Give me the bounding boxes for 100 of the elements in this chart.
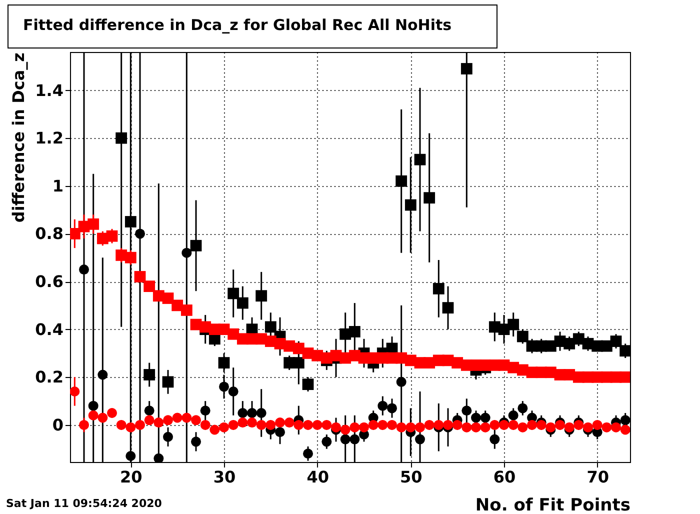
point bbox=[620, 345, 630, 357]
point bbox=[424, 192, 436, 204]
point bbox=[154, 418, 164, 428]
point bbox=[602, 422, 612, 432]
y-tick-label: 0.6 bbox=[35, 272, 64, 292]
point bbox=[98, 370, 108, 380]
point bbox=[144, 369, 156, 380]
point bbox=[302, 378, 314, 390]
point bbox=[480, 422, 490, 432]
point bbox=[219, 422, 229, 432]
point bbox=[516, 330, 528, 342]
point bbox=[508, 318, 520, 330]
point bbox=[134, 271, 146, 282]
point bbox=[340, 424, 350, 435]
point bbox=[264, 321, 276, 333]
x-tick-label: 30 bbox=[213, 468, 236, 486]
x-tick-label: 20 bbox=[120, 468, 142, 486]
point bbox=[144, 280, 156, 292]
point bbox=[359, 422, 369, 432]
point bbox=[415, 422, 425, 432]
point bbox=[443, 420, 453, 430]
point bbox=[404, 199, 416, 211]
point bbox=[210, 424, 220, 435]
point bbox=[266, 420, 276, 430]
point bbox=[480, 412, 490, 423]
point bbox=[218, 324, 230, 336]
point bbox=[228, 386, 238, 396]
point bbox=[238, 408, 248, 418]
x-tick-label: 50 bbox=[400, 468, 422, 486]
point bbox=[564, 422, 574, 432]
point bbox=[508, 410, 518, 420]
point bbox=[471, 412, 481, 423]
point bbox=[378, 420, 388, 430]
point bbox=[331, 422, 341, 432]
chart-title: Fitted difference in Dca_z for Global Rec All NoHits bbox=[23, 16, 452, 34]
point bbox=[88, 400, 98, 411]
point bbox=[600, 340, 612, 352]
point bbox=[312, 420, 322, 430]
point bbox=[462, 422, 472, 432]
x-tick-label: 40 bbox=[306, 468, 329, 486]
point bbox=[162, 292, 174, 304]
point bbox=[236, 297, 248, 309]
point bbox=[611, 422, 621, 432]
point bbox=[348, 326, 360, 338]
y-tick-label: 1 bbox=[52, 176, 64, 196]
point bbox=[396, 422, 406, 432]
point bbox=[303, 448, 313, 459]
point bbox=[424, 420, 434, 430]
point bbox=[79, 420, 89, 430]
point bbox=[610, 336, 622, 347]
point bbox=[387, 403, 397, 414]
point bbox=[144, 415, 154, 426]
x-tick-label: 60 bbox=[493, 468, 516, 486]
point bbox=[200, 406, 210, 416]
point bbox=[620, 371, 630, 383]
point bbox=[70, 228, 80, 240]
point bbox=[396, 376, 406, 387]
point bbox=[564, 338, 576, 350]
point bbox=[124, 216, 136, 228]
point bbox=[79, 264, 89, 275]
point bbox=[182, 412, 192, 423]
point bbox=[322, 436, 332, 447]
point bbox=[200, 420, 210, 430]
point bbox=[182, 248, 192, 258]
point bbox=[228, 420, 238, 430]
point bbox=[106, 230, 118, 242]
point bbox=[162, 376, 174, 388]
point bbox=[527, 420, 537, 430]
point bbox=[415, 434, 425, 444]
point bbox=[452, 420, 462, 430]
point bbox=[247, 418, 257, 428]
point bbox=[340, 434, 350, 444]
point bbox=[126, 422, 136, 432]
text: Sat Jan 11 09:54:24 2020 bbox=[6, 497, 162, 510]
point bbox=[180, 304, 192, 316]
point bbox=[414, 154, 426, 166]
y-tick-label: 1.4 bbox=[35, 80, 64, 100]
point bbox=[218, 357, 230, 368]
point bbox=[378, 400, 388, 411]
point bbox=[191, 436, 201, 447]
point bbox=[116, 132, 128, 144]
point bbox=[292, 342, 304, 354]
point bbox=[518, 403, 528, 414]
point bbox=[387, 420, 397, 430]
point bbox=[154, 453, 164, 462]
point bbox=[546, 422, 556, 432]
point bbox=[163, 432, 173, 442]
y-tick-label: 0.8 bbox=[35, 224, 64, 244]
point bbox=[135, 420, 145, 430]
point bbox=[107, 408, 117, 418]
point bbox=[238, 418, 248, 428]
point bbox=[135, 228, 145, 239]
point bbox=[116, 420, 126, 430]
point bbox=[368, 420, 378, 430]
point bbox=[434, 420, 444, 430]
y-tick-label: 0.4 bbox=[35, 320, 64, 339]
point bbox=[228, 288, 240, 300]
point bbox=[462, 406, 472, 416]
point bbox=[294, 420, 304, 430]
point bbox=[490, 434, 500, 444]
